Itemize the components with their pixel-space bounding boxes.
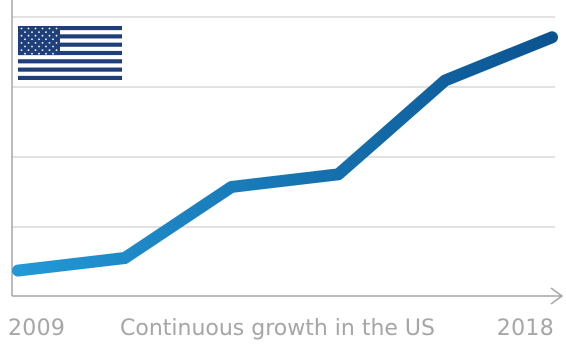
series-line bbox=[12, 31, 558, 277]
flag-star bbox=[41, 34, 44, 37]
flag-star bbox=[20, 34, 23, 37]
flag-star bbox=[55, 49, 58, 51]
flag-star bbox=[45, 52, 47, 55]
flag-star bbox=[45, 45, 47, 48]
gridlines bbox=[12, 16, 555, 228]
flag-star bbox=[34, 34, 37, 37]
flag-star bbox=[34, 27, 37, 30]
flag-star bbox=[38, 45, 40, 48]
flag-star bbox=[31, 52, 33, 55]
flag-star bbox=[38, 31, 40, 33]
flag-star bbox=[41, 42, 44, 44]
flag-star bbox=[27, 49, 30, 51]
flag-star bbox=[48, 56, 51, 59]
flag-stripe bbox=[18, 67, 122, 72]
flag-star bbox=[24, 45, 26, 48]
flag-star bbox=[48, 27, 51, 30]
flag-star bbox=[52, 38, 54, 41]
us-flag-icon bbox=[18, 26, 122, 80]
x-tick-label-start: 2009 bbox=[8, 316, 66, 341]
flag-star bbox=[48, 49, 51, 51]
flag-stripe bbox=[18, 59, 122, 64]
flag-star bbox=[20, 56, 23, 59]
flag-star bbox=[27, 27, 30, 30]
flag-star bbox=[55, 42, 58, 44]
flag-star bbox=[55, 34, 58, 37]
flag-stripe bbox=[18, 34, 122, 39]
flag-star bbox=[55, 27, 58, 30]
flag-star bbox=[34, 56, 37, 59]
flag-star bbox=[34, 49, 37, 51]
flag-star bbox=[27, 34, 30, 37]
flag-star bbox=[20, 49, 23, 51]
flag-star bbox=[41, 56, 44, 59]
x-tick-label-end: 2018 bbox=[496, 316, 554, 341]
series-group bbox=[12, 31, 558, 277]
flag-star bbox=[52, 31, 54, 33]
chart-caption: Continuous growth in the US bbox=[120, 316, 436, 341]
flag-star bbox=[41, 49, 44, 51]
flag-star bbox=[48, 42, 51, 44]
flag-star bbox=[48, 34, 51, 37]
flag-star bbox=[27, 56, 30, 59]
flag-star bbox=[38, 38, 40, 41]
flag-stripe bbox=[18, 42, 122, 47]
flag-stripe bbox=[18, 26, 122, 31]
flag-star bbox=[31, 45, 33, 48]
flag-star bbox=[31, 38, 33, 41]
flag-star bbox=[20, 27, 23, 30]
flag-star bbox=[24, 38, 26, 41]
flag-star bbox=[45, 31, 47, 33]
x-axis-arrow bbox=[550, 287, 564, 305]
flag-stripe bbox=[18, 50, 122, 56]
flag-star bbox=[52, 45, 54, 48]
flag-star bbox=[31, 31, 33, 33]
axes bbox=[11, 0, 564, 305]
flag-star bbox=[45, 38, 47, 41]
flag-star bbox=[55, 56, 58, 59]
flag-canton bbox=[18, 26, 60, 56]
flag-star bbox=[34, 42, 37, 44]
flag-star bbox=[24, 52, 26, 55]
flag-star bbox=[27, 42, 30, 44]
flag-star bbox=[20, 42, 23, 44]
flag-stripe bbox=[18, 75, 122, 80]
flag-star bbox=[41, 27, 44, 30]
flag-star bbox=[52, 52, 54, 55]
flag-star bbox=[24, 31, 26, 33]
flag-star bbox=[38, 52, 40, 55]
